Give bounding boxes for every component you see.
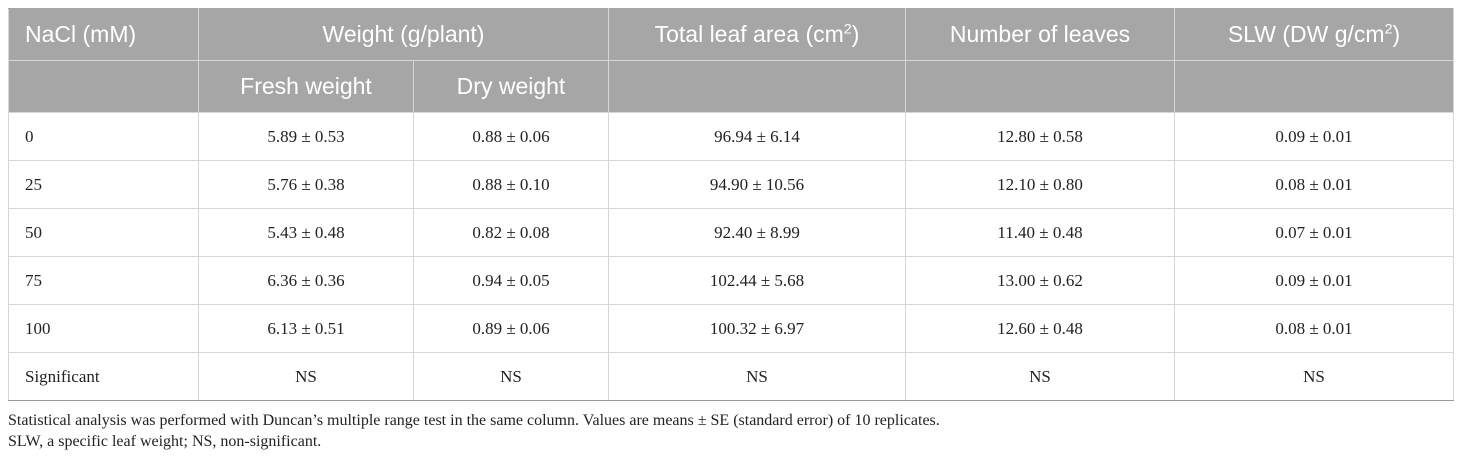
- cell-dry-weight: NS: [413, 352, 609, 401]
- cell-nacl: 100: [8, 304, 199, 353]
- footnote-statistics: Statistical analysis was performed with …: [8, 412, 940, 429]
- cell-fresh-weight: NS: [198, 352, 414, 401]
- cell-dry-weight: 0.82 ± 0.08: [413, 208, 609, 257]
- cell-leaves: 13.00 ± 0.62: [905, 256, 1175, 305]
- cell-leaf-area: NS: [608, 352, 906, 401]
- data-table-container: NaCl (mM) Weight (g/plant) Total leaf ar…: [8, 8, 1454, 401]
- cell-leaves: 11.40 ± 0.48: [905, 208, 1175, 257]
- header-slw-end: ): [1392, 21, 1401, 47]
- table-row-significance: Significant NS NS NS NS NS: [8, 352, 1454, 401]
- cell-nacl: 0: [8, 112, 199, 161]
- cell-leaves: 12.10 ± 0.80: [905, 160, 1175, 209]
- header-row-1: NaCl (mM) Weight (g/plant) Total leaf ar…: [8, 8, 1454, 61]
- header-slw: SLW (DW g/cm2): [1174, 8, 1454, 61]
- cell-fresh-weight: 6.13 ± 0.51: [198, 304, 414, 353]
- header-nacl-blank: [8, 60, 199, 113]
- cell-leaves: NS: [905, 352, 1175, 401]
- table-row: 75 6.36 ± 0.36 0.94 ± 0.05 102.44 ± 5.68…: [8, 256, 1454, 305]
- header-slw-sup: 2: [1384, 21, 1393, 38]
- cell-leaf-area: 96.94 ± 6.14: [608, 112, 906, 161]
- header-area-blank: [608, 60, 906, 113]
- header-fresh-weight: Fresh weight: [198, 60, 414, 113]
- header-weight-group: Weight (g/plant): [198, 8, 609, 61]
- cell-leaf-area: 94.90 ± 10.56: [608, 160, 906, 209]
- data-table: NaCl (mM) Weight (g/plant) Total leaf ar…: [8, 8, 1454, 401]
- cell-slw: 0.08 ± 0.01: [1174, 304, 1454, 353]
- cell-fresh-weight: 5.43 ± 0.48: [198, 208, 414, 257]
- cell-dry-weight: 0.88 ± 0.10: [413, 160, 609, 209]
- cell-fresh-weight: 5.89 ± 0.53: [198, 112, 414, 161]
- header-row-2: Fresh weight Dry weight: [8, 60, 1454, 113]
- table-header: NaCl (mM) Weight (g/plant) Total leaf ar…: [8, 8, 1454, 113]
- table-row: 100 6.13 ± 0.51 0.89 ± 0.06 100.32 ± 6.9…: [8, 304, 1454, 353]
- cell-leaves: 12.80 ± 0.58: [905, 112, 1175, 161]
- header-slw-text: SLW (DW g/cm: [1227, 21, 1385, 47]
- table-footnotes: Statistical analysis was performed with …: [8, 410, 1453, 452]
- cell-slw: 0.08 ± 0.01: [1174, 160, 1454, 209]
- cell-fresh-weight: 6.36 ± 0.36: [198, 256, 414, 305]
- cell-dry-weight: 0.94 ± 0.05: [413, 256, 609, 305]
- table-row: 25 5.76 ± 0.38 0.88 ± 0.10 94.90 ± 10.56…: [8, 160, 1454, 209]
- cell-slw: 0.09 ± 0.01: [1174, 256, 1454, 305]
- cell-nacl: 50: [8, 208, 199, 257]
- cell-nacl: 75: [8, 256, 199, 305]
- header-total-leaf-area-end: ): [851, 21, 860, 47]
- cell-slw: NS: [1174, 352, 1454, 401]
- cell-slw: 0.09 ± 0.01: [1174, 112, 1454, 161]
- header-total-leaf-area-text: Total leaf area (cm: [654, 21, 844, 47]
- header-nacl: NaCl (mM): [8, 8, 199, 61]
- cell-dry-weight: 0.89 ± 0.06: [413, 304, 609, 353]
- cell-leaf-area: 102.44 ± 5.68: [608, 256, 906, 305]
- header-total-leaf-area-sup: 2: [843, 21, 852, 38]
- cell-leaves: 12.60 ± 0.48: [905, 304, 1175, 353]
- header-slw-blank: [1174, 60, 1454, 113]
- cell-nacl: 25: [8, 160, 199, 209]
- cell-leaf-area: 100.32 ± 6.97: [608, 304, 906, 353]
- header-number-of-leaves: Number of leaves: [905, 8, 1175, 61]
- footnote-abbreviations: SLW, a specific leaf weight; NS, non-sig…: [8, 433, 322, 450]
- header-total-leaf-area: Total leaf area (cm2): [608, 8, 906, 61]
- cell-fresh-weight: 5.76 ± 0.38: [198, 160, 414, 209]
- table-row: 0 5.89 ± 0.53 0.88 ± 0.06 96.94 ± 6.14 1…: [8, 112, 1454, 161]
- table-body: 0 5.89 ± 0.53 0.88 ± 0.06 96.94 ± 6.14 1…: [8, 112, 1454, 401]
- cell-significant-label: Significant: [8, 352, 199, 401]
- header-leaves-blank: [905, 60, 1175, 113]
- cell-slw: 0.07 ± 0.01: [1174, 208, 1454, 257]
- cell-leaf-area: 92.40 ± 8.99: [608, 208, 906, 257]
- table-row: 50 5.43 ± 0.48 0.82 ± 0.08 92.40 ± 8.99 …: [8, 208, 1454, 257]
- cell-dry-weight: 0.88 ± 0.06: [413, 112, 609, 161]
- header-dry-weight: Dry weight: [413, 60, 609, 113]
